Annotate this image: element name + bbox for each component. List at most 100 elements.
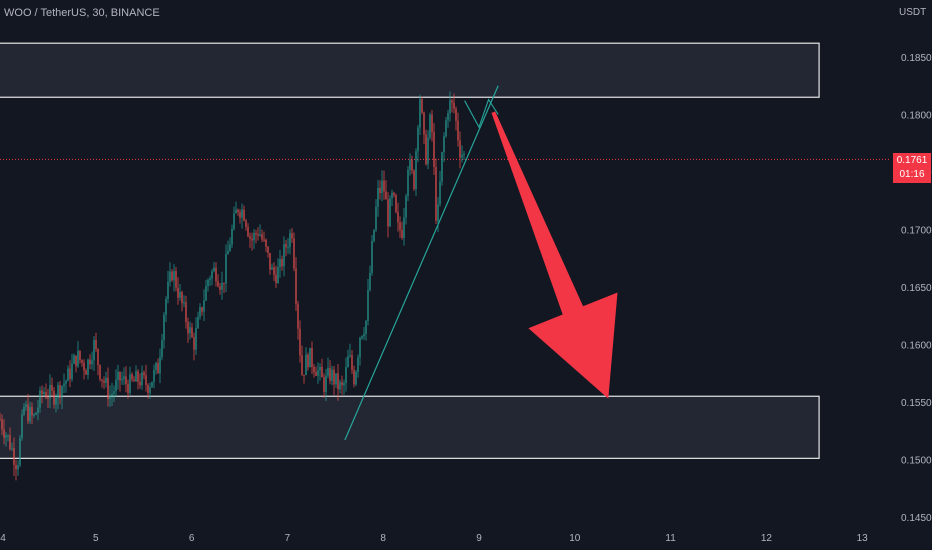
candle-body — [291, 233, 293, 239]
candle-body — [305, 354, 307, 376]
candle-body — [115, 379, 117, 392]
candle-body — [363, 333, 365, 337]
candle-body — [301, 355, 303, 375]
last-price-badge: 0.1761 01:16 — [893, 153, 931, 183]
axis-currency-label: USDT — [899, 7, 927, 18]
candle-body — [47, 397, 49, 399]
candle-body — [435, 167, 437, 221]
time-axis[interactable]: 4 5 6 7 8 9 10 11 12 13 — [0, 533, 868, 544]
price-tick-label: 0.1700 — [901, 226, 932, 237]
candle-body — [453, 102, 455, 109]
candle-body — [93, 340, 95, 361]
candle-body — [147, 384, 149, 394]
candle-body — [151, 381, 153, 388]
candle-body — [135, 371, 137, 382]
time-tick-label: 9 — [476, 533, 482, 544]
candle-body — [53, 390, 55, 405]
candle-body — [321, 366, 323, 378]
candle-body — [369, 272, 371, 290]
candle-body — [407, 169, 409, 197]
candle-body — [263, 239, 265, 241]
candle-body — [421, 99, 423, 113]
candle-body — [283, 244, 285, 267]
candle-body — [459, 140, 461, 158]
candle-body — [367, 289, 369, 321]
candle-body — [377, 187, 379, 207]
candle-body — [141, 372, 143, 386]
price-axis[interactable]: 0.18500.18000.17500.17000.16500.16000.15… — [901, 53, 932, 524]
candle-body — [197, 316, 199, 329]
candle-body — [439, 181, 441, 205]
candle-body — [227, 251, 229, 255]
candle-body — [415, 151, 417, 189]
candle-body — [463, 153, 465, 155]
time-tick-label: 12 — [761, 533, 773, 544]
time-tick-label: 10 — [569, 533, 581, 544]
candle-body — [273, 267, 275, 275]
candle-body — [153, 369, 155, 382]
candle-body — [91, 360, 93, 365]
candle-body — [19, 438, 21, 466]
candle-body — [253, 232, 255, 241]
time-tick-label: 4 — [0, 533, 6, 544]
candle-body — [225, 254, 227, 284]
candle-body — [1, 419, 3, 430]
candle-body — [411, 159, 413, 171]
candle-body — [361, 336, 363, 338]
candle-body — [169, 271, 171, 282]
bar-countdown: 01:16 — [899, 169, 925, 180]
candle-body — [353, 369, 355, 385]
candle-body — [297, 303, 299, 329]
candle-body — [187, 322, 189, 334]
candle-body — [15, 464, 17, 470]
candle-body — [65, 380, 67, 384]
candle-body — [373, 229, 375, 242]
candle-body — [451, 100, 453, 103]
price-tick-label: 0.1850 — [901, 53, 932, 64]
candle-body — [139, 381, 141, 386]
candle-body — [419, 99, 421, 128]
candle-body — [237, 209, 239, 213]
candle-body — [317, 370, 319, 376]
candle-body — [403, 217, 405, 238]
candle-body — [385, 191, 387, 200]
candle-body — [205, 285, 207, 301]
candle-body — [9, 435, 11, 449]
candle-body — [23, 406, 25, 415]
candle-body — [281, 259, 283, 267]
candle-body — [127, 383, 129, 394]
candle-body — [443, 136, 445, 153]
candle-body — [33, 414, 35, 416]
candle-body — [449, 100, 451, 114]
candle-body — [193, 337, 195, 350]
candle-body — [247, 226, 249, 237]
candle-body — [7, 435, 9, 437]
candle-body — [347, 356, 349, 368]
candle-body — [63, 383, 65, 387]
candle-body — [267, 246, 269, 253]
candle-body — [327, 367, 329, 376]
candle-body — [423, 112, 425, 135]
candle-body — [405, 196, 407, 218]
time-tick-label: 5 — [93, 533, 99, 544]
candle-body — [55, 398, 57, 405]
candle-body — [243, 209, 245, 221]
candle-body — [129, 374, 131, 394]
candle-body — [201, 307, 203, 312]
candle-body — [395, 195, 397, 212]
candle-body — [209, 278, 211, 281]
candle-body — [371, 241, 373, 273]
price-tick-label: 0.1450 — [901, 513, 932, 524]
candle-body — [163, 314, 165, 341]
candle-body — [99, 365, 101, 380]
candle-body — [457, 120, 459, 141]
candle-body — [51, 384, 53, 391]
candle-body — [117, 372, 119, 380]
candle-body — [293, 238, 295, 269]
candle-body — [455, 108, 457, 121]
candle-body — [161, 340, 163, 358]
candle-body — [29, 407, 31, 422]
candle-body — [103, 380, 105, 383]
candle-body — [389, 198, 391, 227]
